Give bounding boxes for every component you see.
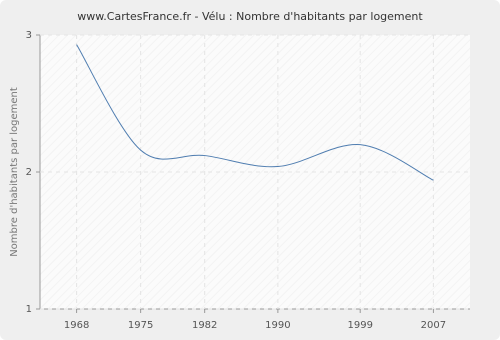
chart-title: www.CartesFrance.fr - Vélu : Nombre d'ha… (77, 10, 423, 23)
x-tick-label: 1982 (192, 320, 217, 331)
x-tick-label: 1975 (128, 320, 153, 331)
plot-area (40, 35, 470, 309)
x-tick-label: 1990 (265, 320, 290, 331)
y-tick-label: 2 (26, 167, 32, 178)
x-tick-label: 2007 (421, 320, 446, 331)
x-tick-label: 1999 (347, 320, 372, 331)
y-axis-label: Nombre d'habitants par logement (9, 87, 20, 257)
x-tick-label: 1968 (64, 320, 89, 331)
y-tick-label: 3 (26, 30, 32, 41)
data-line (76, 44, 434, 181)
y-tick-label: 1 (26, 304, 32, 315)
